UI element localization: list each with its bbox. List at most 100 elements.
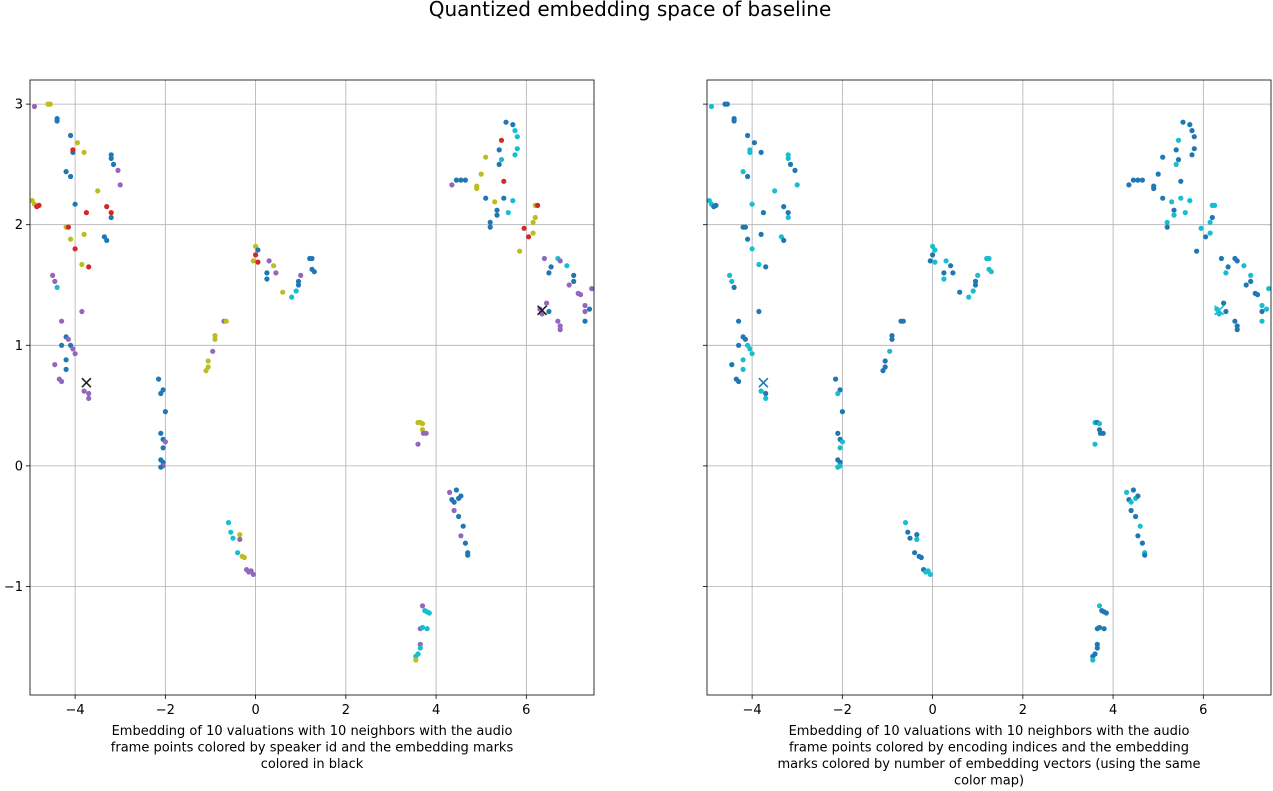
data-point xyxy=(557,258,563,264)
data-point xyxy=(787,161,794,167)
grid-lines xyxy=(707,80,1271,695)
embedding-mark xyxy=(758,377,769,388)
x-tick-label: −4 xyxy=(743,703,762,718)
data-point xyxy=(729,362,735,368)
data-point xyxy=(117,182,123,188)
data-point xyxy=(521,225,527,231)
data-point xyxy=(532,214,538,221)
data-point xyxy=(1094,645,1100,651)
grid-lines xyxy=(30,80,594,695)
data-point xyxy=(889,333,895,339)
x-tick-label: 4 xyxy=(432,703,440,718)
data-point xyxy=(104,204,110,210)
data-point xyxy=(79,308,85,315)
data-point xyxy=(727,272,733,278)
data-point xyxy=(59,378,65,385)
data-point xyxy=(544,300,550,306)
data-point xyxy=(1223,270,1229,276)
data-point xyxy=(747,346,753,352)
data-point xyxy=(1212,202,1218,208)
data-point xyxy=(1103,610,1109,616)
data-point xyxy=(237,536,243,543)
data-point xyxy=(413,653,419,660)
data-point xyxy=(950,270,956,276)
data-point xyxy=(512,128,518,134)
data-point xyxy=(424,626,430,632)
data-point xyxy=(462,540,468,546)
data-point xyxy=(1173,161,1179,167)
data-point xyxy=(1191,134,1197,140)
data-point xyxy=(54,284,60,290)
data-point xyxy=(86,264,92,270)
data-point xyxy=(1151,183,1157,189)
data-point xyxy=(1191,146,1197,152)
data-point xyxy=(1248,278,1254,284)
data-point xyxy=(70,346,76,352)
data-points xyxy=(29,101,595,663)
data-point xyxy=(577,292,584,298)
data-point xyxy=(453,177,459,183)
data-point xyxy=(571,278,577,284)
data-point xyxy=(582,302,588,309)
data-point xyxy=(1171,212,1177,218)
data-point xyxy=(833,376,839,382)
data-point xyxy=(293,288,299,294)
data-point xyxy=(736,342,742,348)
data-point xyxy=(837,459,843,465)
y-tick-label: −1 xyxy=(4,580,23,595)
data-point xyxy=(512,152,518,158)
data-point xyxy=(108,155,114,161)
data-point xyxy=(298,272,304,278)
data-point xyxy=(517,248,523,254)
data-point xyxy=(555,318,561,324)
data-point xyxy=(264,276,270,282)
data-point xyxy=(1189,152,1195,158)
data-point xyxy=(501,195,507,201)
data-point xyxy=(1225,264,1231,270)
data-point xyxy=(1259,302,1265,309)
data-point xyxy=(1100,430,1106,436)
data-point xyxy=(1126,182,1132,188)
data-point xyxy=(902,520,909,526)
axes-frame xyxy=(706,79,1272,696)
data-point xyxy=(255,259,261,265)
data-point xyxy=(230,535,236,541)
data-point xyxy=(589,286,595,292)
data-point xyxy=(487,219,493,225)
data-point xyxy=(156,376,162,382)
right-scatter-panel: −4 −2 0 2 4 6 Embedding of 10 valuations with … xyxy=(703,79,1272,789)
data-point xyxy=(889,336,895,342)
x-axis-label: Embedding of 10 valuations with 10 neigh… xyxy=(111,724,514,772)
data-point xyxy=(1187,198,1193,204)
data-point xyxy=(212,333,218,339)
x-tick-label: 4 xyxy=(1109,703,1117,718)
data-point xyxy=(83,210,89,216)
data-point xyxy=(1128,507,1134,514)
data-point xyxy=(417,645,423,651)
data-point xyxy=(498,137,505,143)
data-point xyxy=(986,255,992,262)
data-point xyxy=(501,178,507,184)
data-point xyxy=(756,308,762,315)
data-point xyxy=(474,183,480,189)
data-point xyxy=(972,282,979,288)
data-point xyxy=(1203,234,1209,240)
data-point xyxy=(115,167,121,173)
data-point xyxy=(225,520,232,526)
data-point xyxy=(1094,641,1100,648)
data-point xyxy=(289,294,295,300)
data-point xyxy=(460,523,466,529)
data-point xyxy=(530,230,536,236)
data-point xyxy=(1182,210,1188,216)
x-tick-label: 2 xyxy=(342,703,350,718)
data-point xyxy=(1243,282,1249,288)
data-point xyxy=(932,259,938,265)
data-point xyxy=(483,195,489,201)
data-point xyxy=(1128,499,1134,505)
data-point xyxy=(458,493,464,499)
data-point xyxy=(456,513,462,520)
data-point xyxy=(86,390,92,397)
data-point xyxy=(81,388,87,394)
data-point xyxy=(1135,533,1141,539)
data-point xyxy=(52,278,58,284)
